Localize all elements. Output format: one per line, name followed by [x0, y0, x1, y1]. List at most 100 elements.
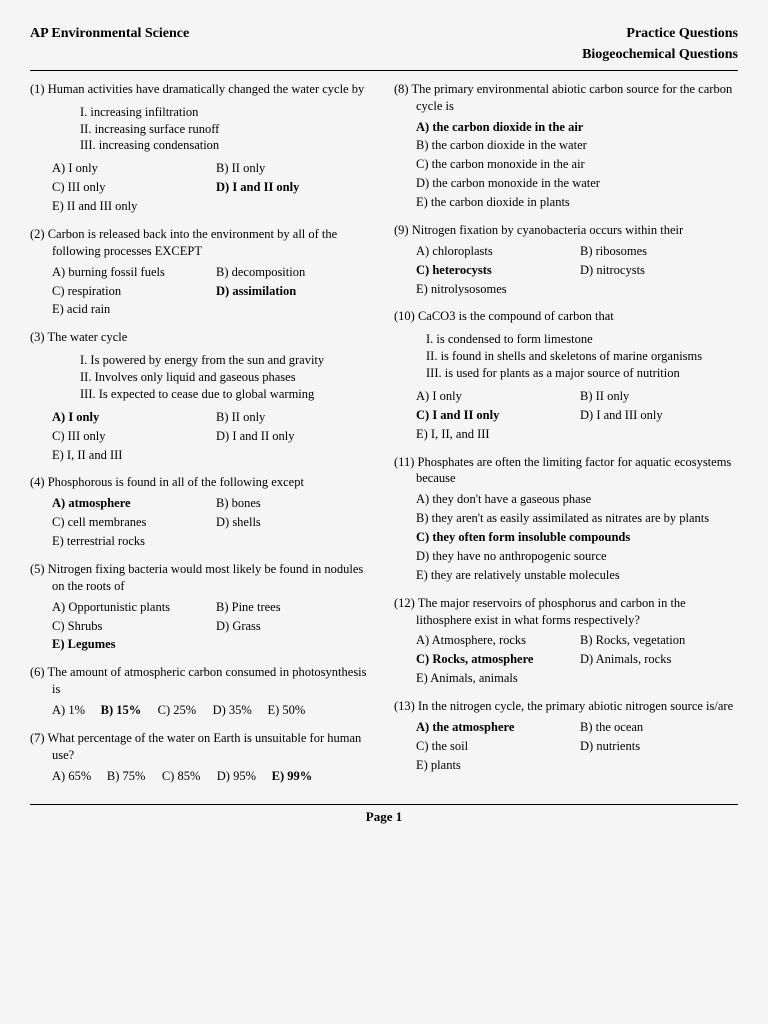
answer-option: D) Grass [216, 618, 374, 635]
question-text: Nitrogen fixing bacteria would most like… [48, 562, 364, 593]
answer-option: D) I and II only [216, 179, 374, 196]
question: (12) The major reservoirs of phosphorus … [394, 595, 738, 687]
question-text: The major reservoirs of phosphorus and c… [416, 596, 686, 627]
answer-option: A) they don't have a gaseous phase [416, 491, 738, 508]
column-right: (8) The primary environmental abiotic ca… [394, 81, 738, 796]
answer-option: C) the soil [416, 738, 574, 755]
question: (13) In the nitrogen cycle, the primary … [394, 698, 738, 774]
stem-item: II. Involves only liquid and gaseous pha… [80, 369, 374, 386]
question-stems: I. Is powered by energy from the sun and… [80, 352, 374, 403]
question-number: (7) [30, 731, 47, 745]
question-number: (11) [394, 455, 418, 469]
stem-item: I. is condensed to form limestone [426, 331, 738, 348]
answer-option: D) I and III only [580, 407, 738, 424]
answer-option: B) 75% [107, 768, 148, 785]
question-text: The water cycle [47, 330, 127, 344]
answer-option: C) they often form insoluble compounds [416, 529, 738, 546]
answer-option: B) 15% [101, 702, 144, 719]
answer-option: B) ribosomes [580, 243, 738, 260]
question: (5) Nitrogen fixing bacteria would most … [30, 561, 374, 653]
question-text: CaCO3 is the compound of carbon that [418, 309, 614, 323]
answer-options: A) 1% B) 15% C) 25% D) 35% E) 50% [52, 702, 374, 719]
answer-option: C) 85% [162, 768, 203, 785]
answer-option: E) Legumes [52, 636, 210, 653]
answer-option: B) II only [580, 388, 738, 405]
question-number: (6) [30, 665, 47, 679]
question-stems: I. increasing infiltrationII. increasing… [80, 104, 374, 155]
question-stems: I. is condensed to form limestoneII. is … [426, 331, 738, 382]
answer-option: A) the atmosphere [416, 719, 574, 736]
question-number: (12) [394, 596, 418, 610]
answer-option: D) shells [216, 514, 374, 531]
stem-item: III. increasing condensation [80, 137, 374, 154]
question: (3) The water cycleI. Is powered by ener… [30, 329, 374, 463]
answer-option: A) chloroplasts [416, 243, 574, 260]
answer-option: A) I only [416, 388, 574, 405]
answer-option: E) II and III only [52, 198, 210, 215]
question-text: Carbon is released back into the environ… [48, 227, 338, 258]
question-text: Phosphorous is found in all of the follo… [48, 475, 304, 489]
header-rule [30, 70, 738, 71]
stem-item: I. increasing infiltration [80, 104, 374, 121]
stem-item: III. Is expected to cease due to global … [80, 386, 374, 403]
question-number: (1) [30, 82, 48, 96]
column-left: (1) Human activities have dramatically c… [30, 81, 374, 796]
answer-option: E) they are relatively unstable molecule… [416, 567, 738, 584]
answer-option: A) I only [52, 160, 210, 177]
answer-options: A) I onlyB) II onlyC) I and II onlyD) I … [416, 388, 738, 443]
question-text: Human activities have dramatically chang… [48, 82, 365, 96]
question: (9) Nitrogen fixation by cyanobacteria o… [394, 222, 738, 298]
answer-option: B) the ocean [580, 719, 738, 736]
answer-option: D) nutrients [580, 738, 738, 755]
answer-option: D) nitrocysts [580, 262, 738, 279]
answer-option: B) bones [216, 495, 374, 512]
answer-option: A) 65% [52, 768, 93, 785]
answer-option: A) Atmosphere, rocks [416, 632, 574, 649]
header-left: AP Environmental Science [30, 25, 189, 44]
stem-item: I. Is powered by energy from the sun and… [80, 352, 374, 369]
answer-option: D) Animals, rocks [580, 651, 738, 668]
question: (10) CaCO3 is the compound of carbon tha… [394, 308, 738, 442]
answer-option: D) 35% [213, 702, 254, 719]
answer-option: C) 25% [158, 702, 199, 719]
answer-option: E) 99% [272, 768, 315, 785]
answer-options: A) the atmosphere B) the ocean C) the soil… [416, 719, 738, 774]
answer-option: B) the carbon dioxide in the water [416, 137, 738, 154]
answer-option: A) 1% [52, 702, 87, 719]
answer-option: D) 95% [217, 768, 258, 785]
answer-option: B) Rocks, vegetation [580, 632, 738, 649]
question: (4) Phosphorous is found in all of the f… [30, 474, 374, 550]
question-number: (9) [394, 223, 412, 237]
answer-option: C) the carbon monoxide in the air [416, 156, 738, 173]
question-number: (8) [394, 82, 411, 96]
subheader: Biogeochemical Questions [30, 46, 738, 65]
answer-option: E) terrestrial rocks [52, 533, 210, 550]
answer-option: D) they have no anthropogenic source [416, 548, 738, 565]
answer-option: E) plants [416, 757, 574, 774]
answer-option: E) I, II, and III [416, 426, 574, 443]
question: (7) What percentage of the water on Eart… [30, 730, 374, 785]
answer-option: A) burning fossil fuels [52, 264, 210, 281]
answer-option: E) Animals, animals [416, 670, 574, 687]
answer-options: A) atmosphereB) bonesC) cell membranesD)… [52, 495, 374, 550]
answer-option: C) heterocysts [416, 262, 574, 279]
answer-option: E) the carbon dioxide in plants [416, 194, 738, 211]
answer-option: C) Shrubs [52, 618, 210, 635]
answer-options: A) the carbon dioxide in the airB) the c… [416, 119, 738, 211]
question: (8) The primary environmental abiotic ca… [394, 81, 738, 211]
answer-option: E) 50% [267, 702, 308, 719]
question: (2) Carbon is released back into the env… [30, 226, 374, 318]
stem-item: II. is found in shells and skeletons of … [426, 348, 738, 365]
answer-options: A) Opportunistic plantsB) Pine treesC) S… [52, 599, 374, 654]
answer-option: D) I and II only [216, 428, 374, 445]
header-right: Practice Questions [626, 25, 738, 44]
stem-item: II. increasing surface runoff [80, 121, 374, 138]
answer-option: E) nitrolysosomes [416, 281, 574, 298]
answer-option: D) the carbon monoxide in the water [416, 175, 738, 192]
answer-option: B) decomposition [216, 264, 374, 281]
question-number: (5) [30, 562, 48, 576]
answer-option: C) respiration [52, 283, 210, 300]
answer-option: E) acid rain [52, 301, 210, 318]
stem-item: III. is used for plants as a major sourc… [426, 365, 738, 382]
answer-option: D) assimilation [216, 283, 374, 300]
